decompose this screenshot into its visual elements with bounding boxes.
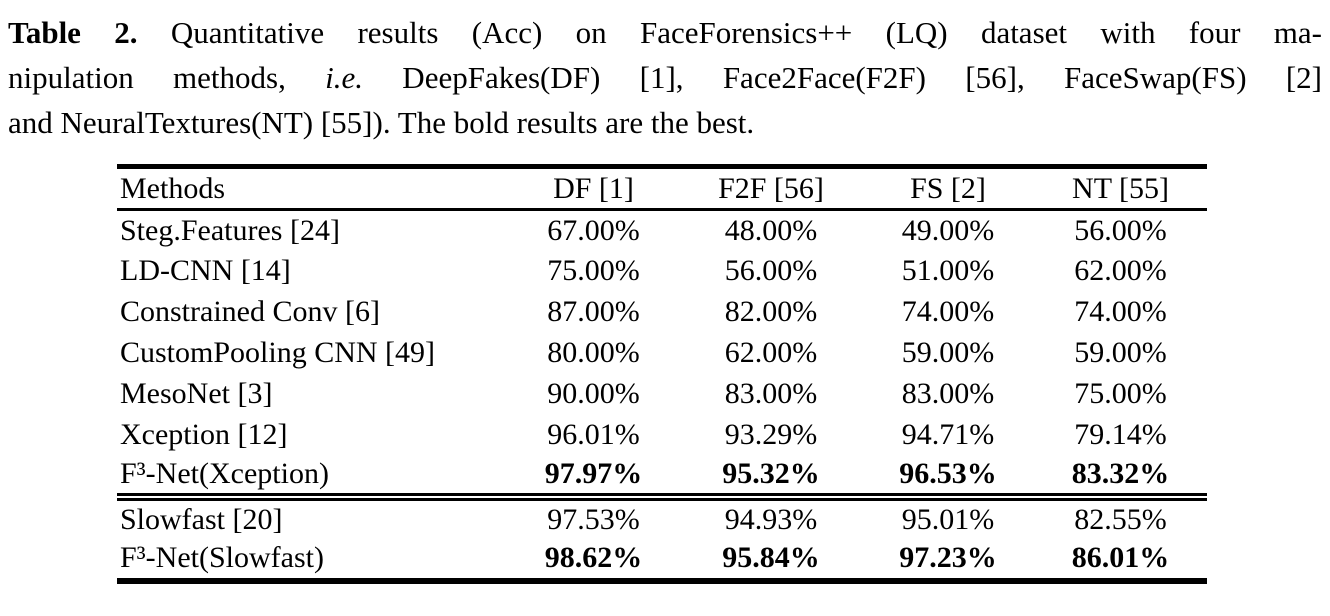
column-header-methods: Methods bbox=[120, 171, 225, 205]
value-cell: 83.00% bbox=[724, 377, 818, 410]
value-cell: 80.00% bbox=[547, 336, 640, 369]
value-cell: 98.62% bbox=[544, 541, 643, 574]
table-body-frame-methods: Steg.Features [24] 67.00% 48.00% 49.00% … bbox=[117, 210, 1207, 497]
value-cell: 59.00% bbox=[901, 336, 995, 369]
value-cell: 94.71% bbox=[901, 418, 995, 451]
value-cell: 51.00% bbox=[901, 254, 995, 287]
table-row: Slowfast [20] 97.53% 94.93% 95.01% 82.55… bbox=[117, 497, 1207, 539]
value-cell: 75.00% bbox=[547, 254, 640, 287]
column-header-df: DF [1] bbox=[553, 171, 634, 205]
value-cell: 95.84% bbox=[722, 541, 820, 574]
value-cell: 97.97% bbox=[544, 457, 643, 490]
table-row: MesoNet [3] 90.00% 83.00% 83.00% 75.00% bbox=[117, 374, 1207, 415]
value-cell: 94.93% bbox=[724, 502, 818, 536]
value-cell: 83.00% bbox=[901, 377, 995, 410]
method-cell: CustomPooling CNN [49] bbox=[120, 336, 436, 369]
header-row: Methods DF [1] F2F [56] FS [2] NT [55] bbox=[117, 166, 1207, 210]
value-cell: 74.00% bbox=[1074, 295, 1167, 328]
value-cell: 56.00% bbox=[724, 254, 818, 287]
table-row: Xception [12] 96.01% 93.29% 94.71% 79.14… bbox=[117, 415, 1207, 456]
value-cell: 49.00% bbox=[901, 213, 995, 247]
value-cell: 93.29% bbox=[724, 418, 818, 451]
value-cell: 90.00% bbox=[547, 377, 640, 410]
value-cell: 82.55% bbox=[1074, 502, 1167, 536]
method-cell: MesoNet [3] bbox=[120, 377, 273, 410]
value-cell: 83.32% bbox=[1071, 457, 1170, 490]
caption-text: DeepFakes(DF) [1], Face2Face(F2F) [56], … bbox=[363, 60, 1322, 95]
table-row: Constrained Conv [6] 87.00% 82.00% 74.00… bbox=[117, 292, 1207, 333]
method-cell: Slowfast [20] bbox=[120, 502, 283, 536]
value-cell: 87.00% bbox=[547, 295, 640, 328]
value-cell: 96.01% bbox=[547, 418, 640, 451]
value-cell: 62.00% bbox=[724, 336, 818, 369]
value-cell: 96.53% bbox=[899, 457, 997, 490]
method-cell: LD-CNN [14] bbox=[120, 254, 291, 287]
value-cell: 97.23% bbox=[899, 541, 997, 574]
table-row: CustomPooling CNN [49] 80.00% 62.00% 59.… bbox=[117, 333, 1207, 374]
value-cell: 82.00% bbox=[724, 295, 818, 328]
value-cell: 56.00% bbox=[1074, 213, 1167, 247]
method-cell: F³-Net(Slowfast) bbox=[120, 541, 324, 574]
value-cell: 86.01% bbox=[1071, 541, 1170, 574]
table-row-best: F³-Net(Slowfast) 98.62% 95.84% 97.23% 86… bbox=[117, 539, 1207, 581]
column-header-f2f: F2F [56] bbox=[718, 171, 824, 205]
value-cell: 74.00% bbox=[901, 295, 995, 328]
method-cell: Xception [12] bbox=[120, 418, 288, 451]
column-header-fs: FS [2] bbox=[910, 171, 986, 205]
results-table: Methods DF [1] F2F [56] FS [2] NT [55] S… bbox=[117, 164, 1207, 584]
caption-text: Quantitative results (Acc) on FaceForens… bbox=[137, 15, 1322, 50]
column-header-nt: NT [55] bbox=[1072, 171, 1169, 205]
caption-ie-abbrev: i.e. bbox=[325, 60, 363, 95]
caption-line-3: and NeuralTextures(NT) [55]). The bold r… bbox=[8, 105, 755, 140]
table-row-best: F³-Net(Xception) 97.97% 95.32% 96.53% 83… bbox=[117, 456, 1207, 497]
value-cell: 95.01% bbox=[901, 502, 995, 536]
table-row: Steg.Features [24] 67.00% 48.00% 49.00% … bbox=[117, 210, 1207, 251]
caption-line-2: nipulation methods, i.e. DeepFakes(DF) [… bbox=[8, 55, 1322, 100]
value-cell: 67.00% bbox=[547, 213, 640, 247]
table-body-video-methods: Slowfast [20] 97.53% 94.93% 95.01% 82.55… bbox=[117, 497, 1207, 581]
value-cell: 62.00% bbox=[1074, 254, 1167, 287]
value-cell: 59.00% bbox=[1074, 336, 1167, 369]
method-cell: Constrained Conv [6] bbox=[120, 295, 380, 328]
value-cell: 95.32% bbox=[722, 457, 820, 490]
value-cell: 75.00% bbox=[1074, 377, 1167, 410]
value-cell: 97.53% bbox=[547, 502, 640, 536]
caption-text: nipulation methods, bbox=[8, 60, 326, 95]
value-cell: 48.00% bbox=[724, 213, 818, 247]
caption-table-number: Table 2. bbox=[8, 15, 138, 50]
method-cell: Steg.Features [24] bbox=[120, 213, 340, 247]
table-row: LD-CNN [14] 75.00% 56.00% 51.00% 62.00% bbox=[117, 251, 1207, 292]
value-cell: 79.14% bbox=[1074, 418, 1167, 451]
method-cell: F³-Net(Xception) bbox=[120, 457, 329, 490]
table-header: Methods DF [1] F2F [56] FS [2] NT [55] bbox=[117, 166, 1207, 210]
caption-line-1: Table 2. Quantitative results (Acc) on F… bbox=[8, 10, 1322, 55]
table-caption: Table 2. Quantitative results (Acc) on F… bbox=[0, 10, 1330, 145]
